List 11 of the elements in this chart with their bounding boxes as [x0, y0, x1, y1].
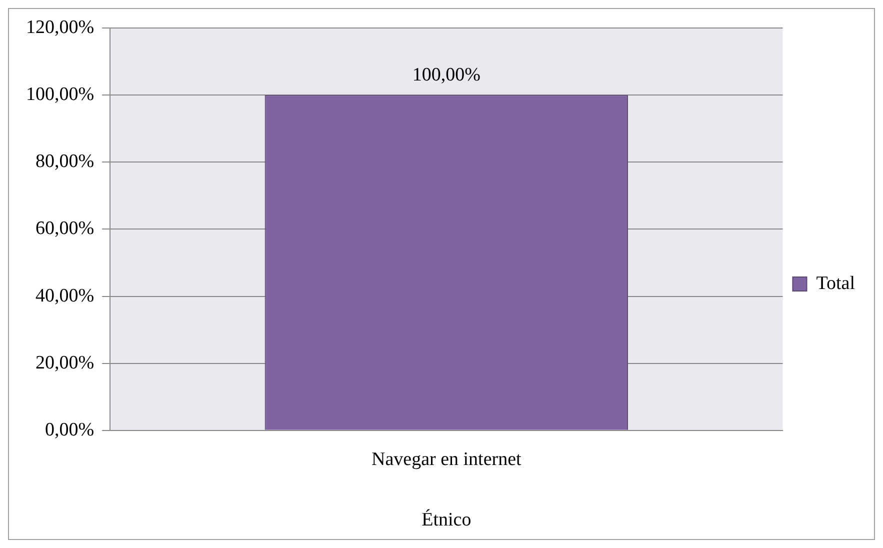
y-tick-label: 20,00% — [36, 352, 94, 374]
y-tick-label: 100,00% — [26, 84, 94, 106]
y-tick-label: 120,00% — [26, 16, 94, 38]
x-axis-title: Étnico — [422, 508, 472, 531]
legend-label: Total — [816, 272, 856, 294]
y-tick-label: 40,00% — [36, 285, 94, 306]
y-tick-label: 0,00% — [45, 419, 94, 440]
x-tick-label: Navegar en internet — [371, 448, 522, 470]
y-tick-label: 80,00% — [36, 151, 94, 172]
y-tick-label: 60,00% — [36, 218, 94, 240]
data-label: 100,00% — [412, 64, 481, 86]
